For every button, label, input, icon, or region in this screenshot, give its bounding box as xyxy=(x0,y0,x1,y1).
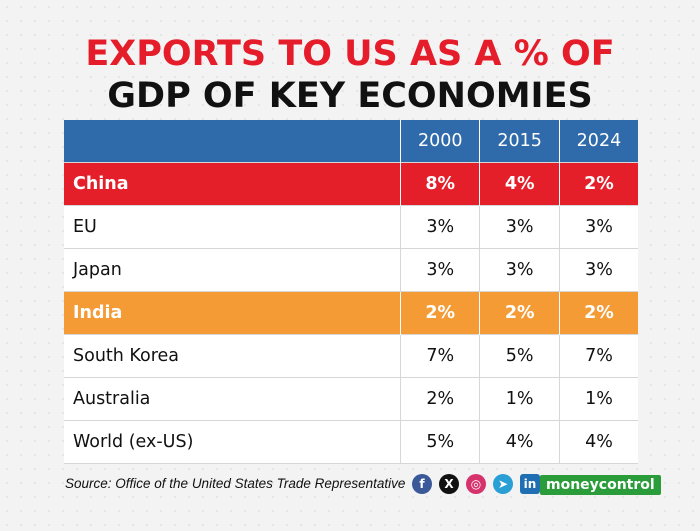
instagram-icon[interactable]: ◎ xyxy=(466,474,486,494)
table-row: World (ex-US) 5% 4% 4% xyxy=(64,420,638,464)
header-cell-2000: 2000 xyxy=(399,120,480,163)
table-body: China 8% 4% 2% EU 3% 3% 3% Japan 3% 3% 3% India 2% 2% 2… xyxy=(64,162,638,464)
table-row: India 2% 2% 2% xyxy=(64,291,638,335)
row-label: South Korea xyxy=(73,346,180,366)
value-cell: 2% xyxy=(558,291,638,335)
value-cell: 7% xyxy=(558,334,638,378)
table-header-row: 2000 2015 2024 xyxy=(64,120,638,163)
value-cell: 3% xyxy=(558,248,638,292)
value-cell: 3% xyxy=(558,205,638,249)
table-row: South Korea 7% 5% 7% xyxy=(64,334,638,378)
value-cell: 2% xyxy=(479,291,560,335)
header-cell-0 xyxy=(64,120,401,163)
table-row: China 8% 4% 2% xyxy=(64,162,638,206)
value-cell: 2% xyxy=(399,377,480,421)
x-icon[interactable]: X xyxy=(439,474,459,494)
data-table: 2000 2015 2024 China 8% 4% 2% EU 3% 3% 3% Japan 3… xyxy=(64,120,638,464)
telegram-icon[interactable]: ➤ xyxy=(493,474,513,494)
value-cell: 3% xyxy=(479,205,560,249)
facebook-icon[interactable]: f xyxy=(412,474,432,494)
header-cell-2024: 2024 xyxy=(558,120,638,163)
row-label: India xyxy=(73,303,123,323)
value-cell: 5% xyxy=(399,420,480,464)
value-cell: 4% xyxy=(558,420,638,464)
value-cell: 5% xyxy=(479,334,560,378)
value-cell: 3% xyxy=(399,248,480,292)
social-icons: f X ◎ ➤ in xyxy=(412,474,540,494)
brand-logo: moneycontrol xyxy=(540,475,661,495)
table-row: Australia 2% 1% 1% xyxy=(64,377,638,421)
table-row: EU 3% 3% 3% xyxy=(64,205,638,249)
row-label: China xyxy=(73,174,129,194)
value-cell: 3% xyxy=(399,205,480,249)
header-cell-2015: 2015 xyxy=(479,120,560,163)
value-cell: 2% xyxy=(558,162,638,206)
value-cell: 7% xyxy=(399,334,480,378)
row-label: World (ex-US) xyxy=(73,432,194,452)
value-cell: 1% xyxy=(558,377,638,421)
value-cell: 2% xyxy=(399,291,480,335)
table-row: Japan 3% 3% 3% xyxy=(64,248,638,292)
title-line-1: EXPORTS TO US AS A % OF xyxy=(85,34,615,74)
title-line-2: GDP OF KEY ECONOMIES xyxy=(107,76,593,116)
source-note: Source: Office of the United States Trad… xyxy=(65,476,406,491)
value-cell: 3% xyxy=(479,248,560,292)
row-label: Japan xyxy=(73,260,122,280)
value-cell: 1% xyxy=(479,377,560,421)
row-label: EU xyxy=(73,217,97,237)
value-cell: 4% xyxy=(479,420,560,464)
linkedin-icon[interactable]: in xyxy=(520,474,540,494)
row-label: Australia xyxy=(73,389,151,409)
value-cell: 4% xyxy=(479,162,560,206)
value-cell: 8% xyxy=(399,162,480,206)
